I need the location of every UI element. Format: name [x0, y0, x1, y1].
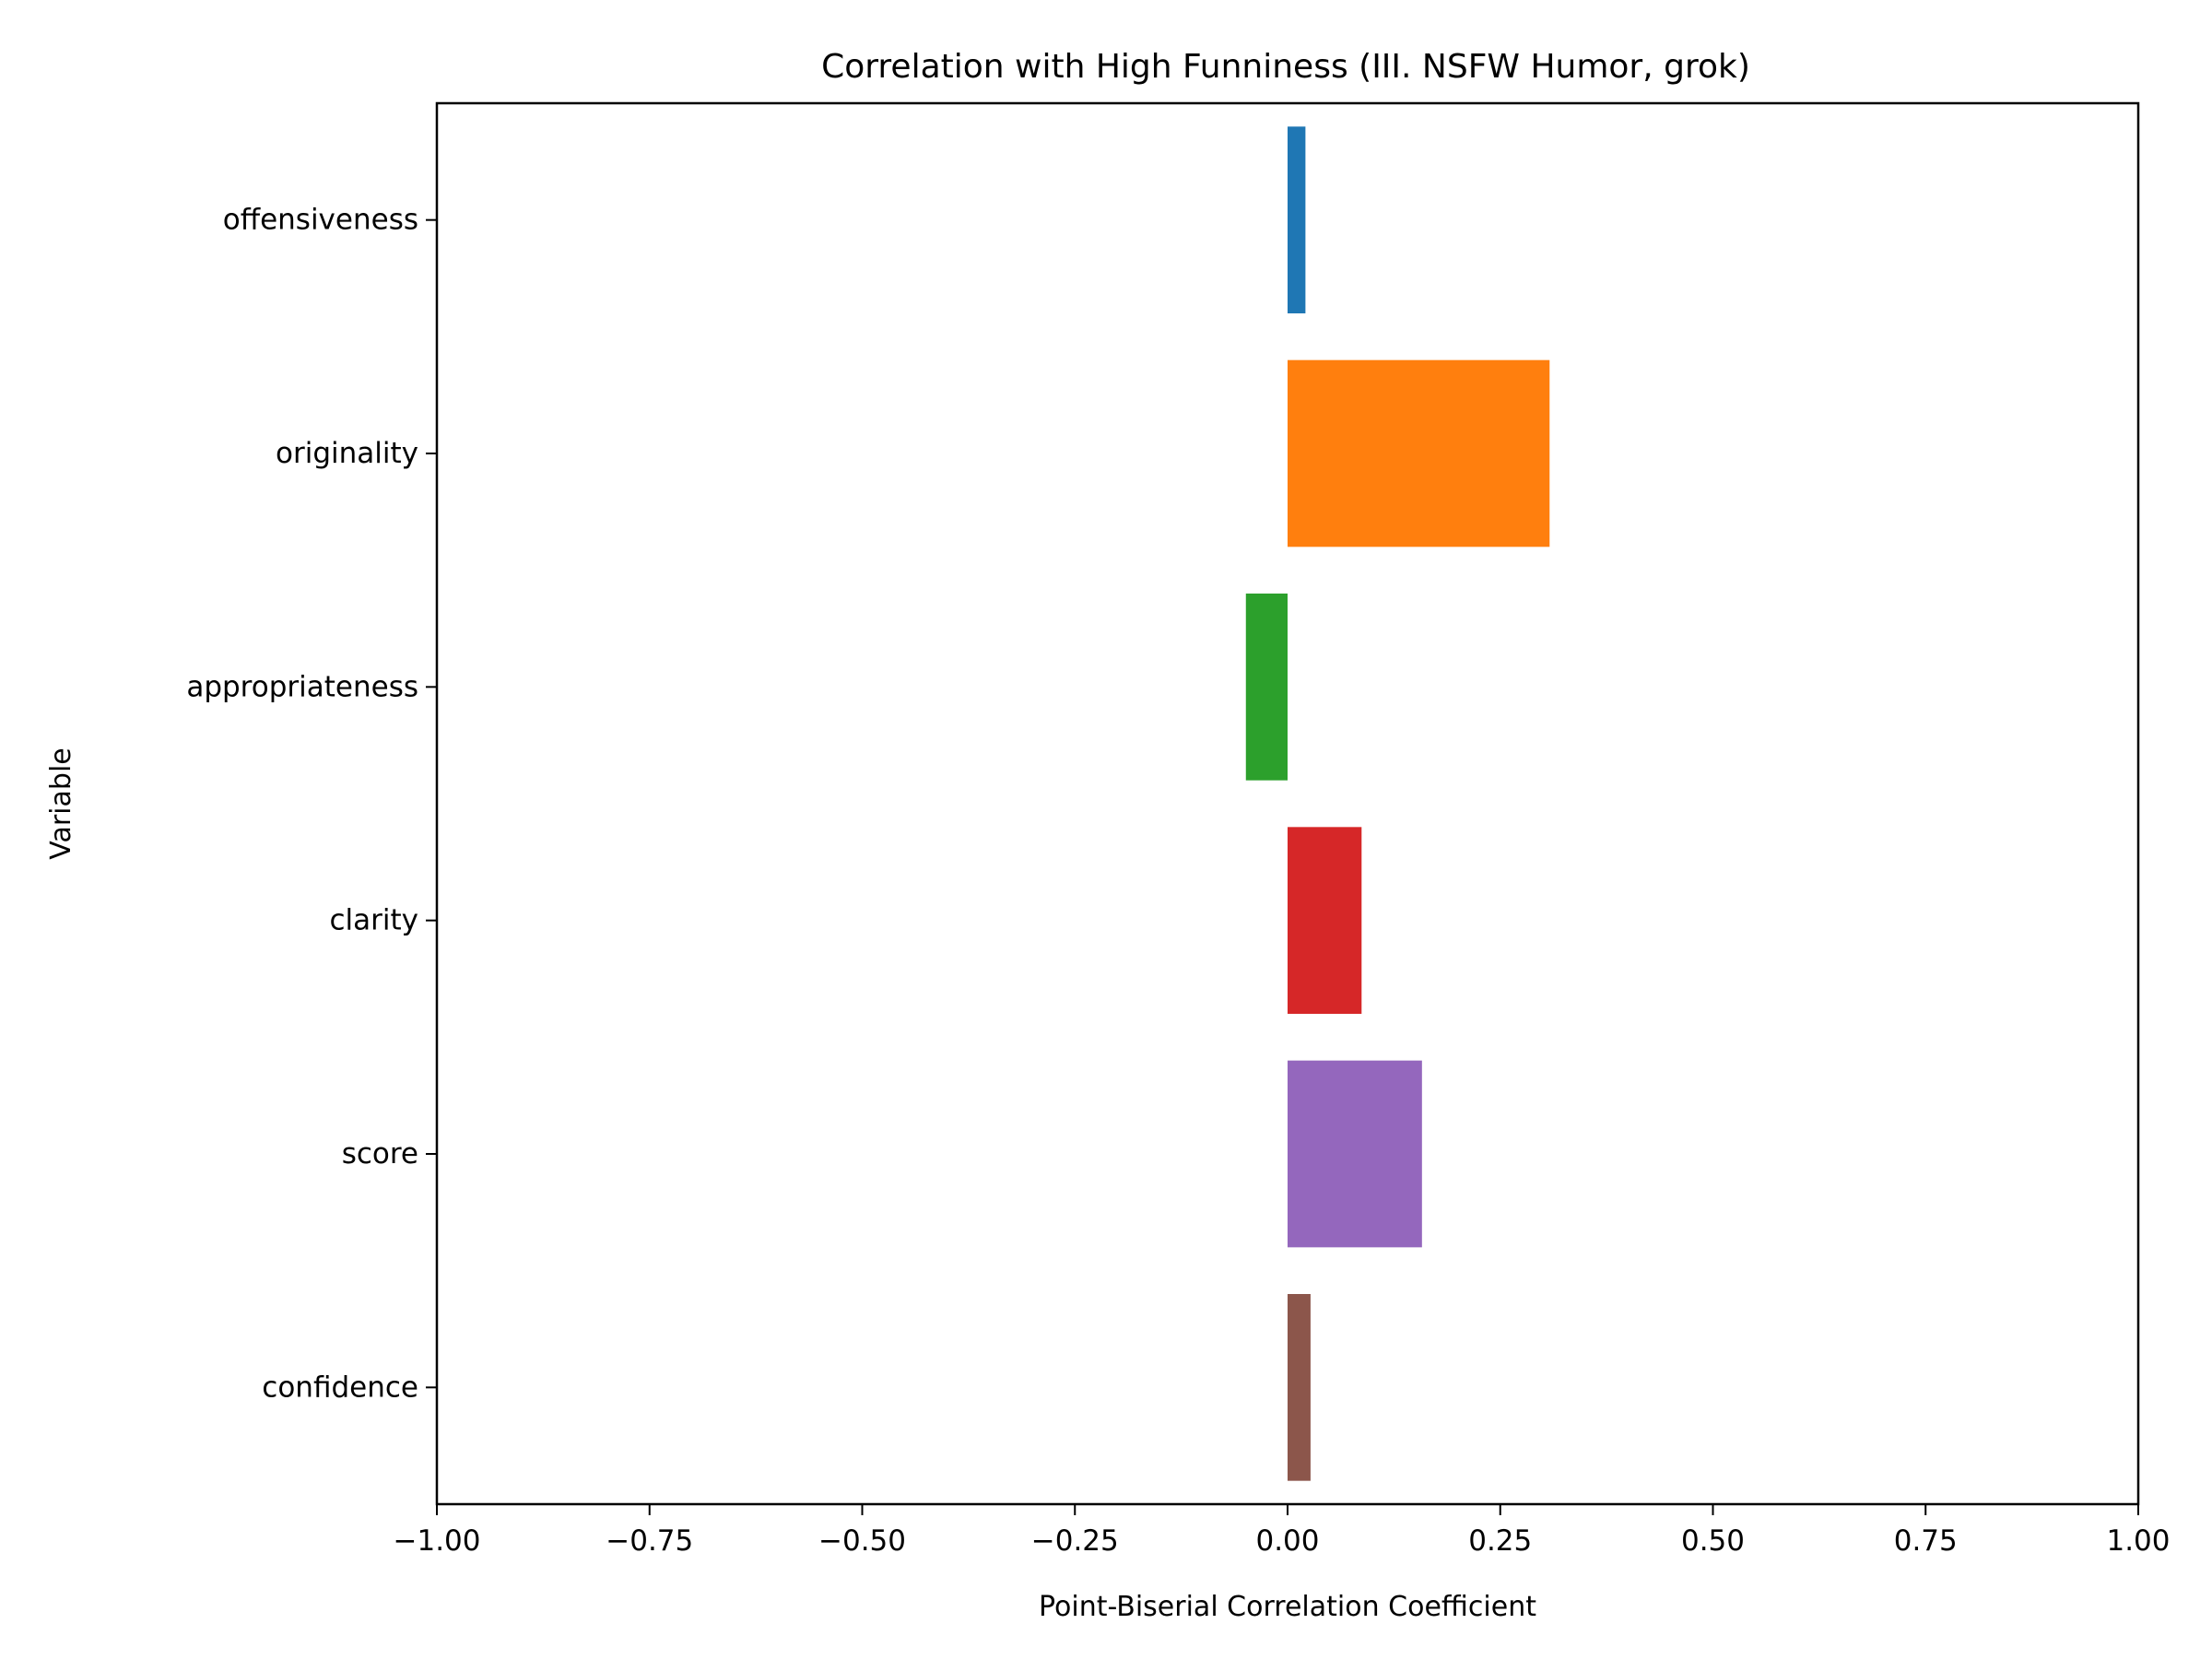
x-tick-label-0: −1.00 — [394, 1524, 481, 1558]
x-axis-label: Point-Biserial Correlation Coefficient — [1039, 1591, 1536, 1623]
y-tick-label-appropriateness: appropriateness — [186, 670, 418, 703]
x-tick-label-5: 0.25 — [1468, 1524, 1532, 1558]
bar-confidence — [1288, 1294, 1311, 1481]
y-axis-ticks: offensiveness originality appropriateness c… — [186, 204, 437, 1404]
x-axis-ticks: −1.00 −0.75 −0.50 −0.25 0.00 0.25 0.50 0.75 1.00 — [394, 1504, 2171, 1558]
x-tick-label-4: 0.00 — [1255, 1524, 1319, 1558]
bar-offensiveness — [1288, 126, 1306, 313]
x-tick-label-6: 0.50 — [1681, 1524, 1745, 1558]
bar-clarity — [1288, 827, 1362, 1014]
bar-originality — [1288, 359, 1550, 547]
x-tick-label-3: −0.25 — [1031, 1524, 1119, 1558]
x-tick-label-7: 0.75 — [1894, 1524, 1958, 1558]
y-axis-label: Variable — [45, 747, 77, 859]
y-tick-label-confidence: confidence — [262, 1371, 418, 1404]
y-tick-label-offensiveness: offensiveness — [223, 204, 418, 237]
x-tick-label-1: −0.75 — [606, 1524, 693, 1558]
y-tick-label-originality: originality — [276, 437, 418, 470]
x-tick-label-8: 1.00 — [2106, 1524, 2170, 1558]
y-tick-label-clarity: clarity — [329, 904, 418, 937]
bars-layer — [1245, 126, 1550, 1481]
bar-appropriateness — [1245, 594, 1288, 781]
chart-title: Correlation with High Funniness (III. NS… — [821, 48, 1750, 86]
bar-score — [1288, 1060, 1422, 1248]
y-tick-label-score: score — [342, 1137, 418, 1171]
x-tick-label-2: −0.50 — [818, 1524, 906, 1558]
